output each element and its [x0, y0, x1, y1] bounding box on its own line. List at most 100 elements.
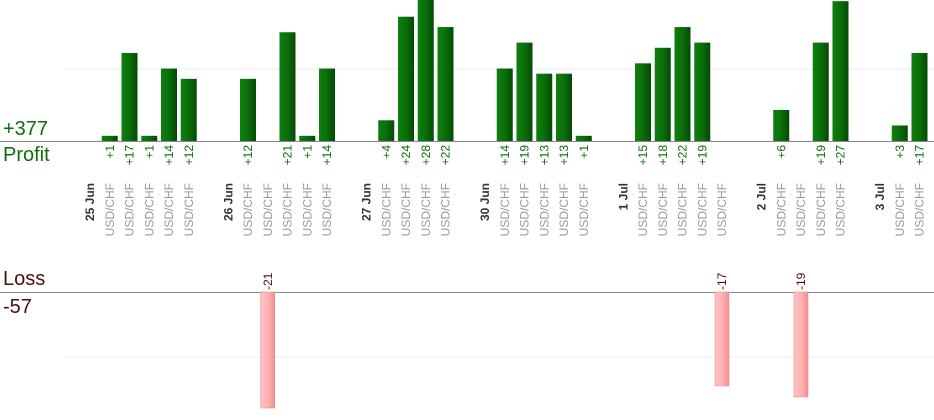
date-label: 27 Jun [360, 183, 374, 221]
profit-bar [417, 0, 434, 141]
profit-bar [378, 120, 395, 141]
profit-bar [832, 1, 849, 141]
profit-bar [121, 52, 138, 141]
profit-bar [654, 47, 671, 141]
profit-bar [674, 27, 691, 142]
date-label: 1 Jul [616, 183, 630, 210]
symbol-label: USD/CHF [162, 183, 176, 236]
loss-value-label: -17 [715, 272, 729, 290]
profit-bar [240, 78, 256, 141]
profit-value-label: +28 [419, 145, 433, 166]
profit-bar [161, 68, 177, 141]
symbol-label: USD/CHF [774, 183, 788, 236]
profit-bar [437, 27, 454, 142]
symbol-label: USD/CHF [794, 183, 808, 236]
symbol-label: USD/CHF [814, 183, 828, 236]
symbol-label: USD/CHF [498, 183, 512, 236]
profit-value-label: +12 [241, 145, 255, 166]
symbol-label: USD/CHF [123, 183, 137, 236]
profit-value-label: +14 [162, 145, 176, 166]
profit-value-label: +1 [300, 145, 314, 159]
symbol-label: USD/CHF [518, 183, 532, 236]
symbol-label: USD/CHF [636, 183, 650, 236]
symbol-label: USD/CHF [300, 183, 314, 236]
symbol-label: USD/CHF [439, 183, 453, 236]
profit-value-label: +27 [834, 145, 848, 166]
symbol-label: USD/CHF [142, 183, 156, 236]
symbol-label: USD/CHF [241, 183, 255, 236]
profit-bar [575, 135, 592, 141]
loss-total: -57 [3, 296, 32, 318]
date-label: 26 Jun [221, 183, 235, 221]
symbol-label: USD/CHF [893, 183, 907, 236]
profit-value-label: +1 [103, 145, 117, 159]
profit-total: +377 [3, 118, 49, 140]
profit-bar [516, 42, 533, 141]
profit-bar [141, 135, 158, 141]
profit-value-label: +14 [320, 145, 334, 166]
loss-value-label: -21 [261, 272, 275, 290]
symbol-label: USD/CHF [537, 183, 551, 236]
profit-bar [299, 135, 316, 141]
profit-value-label: +21 [281, 145, 295, 166]
symbol-label: USD/CHF [182, 183, 196, 236]
date-label: 3 Jul [873, 183, 887, 210]
profit-value-label: +12 [182, 145, 196, 166]
symbol-label: USD/CHF [103, 183, 117, 236]
profit-bar [694, 42, 711, 141]
profit-label: Profit [3, 144, 50, 166]
symbol-label: USD/CHF [320, 183, 334, 236]
symbol-label: USD/CHF [261, 183, 275, 236]
profit-bar [635, 63, 651, 142]
profit-value-label: +1 [142, 145, 156, 159]
profit-bar [319, 68, 335, 141]
profit-bar [398, 16, 414, 141]
profit-value-label: +17 [123, 145, 137, 166]
symbol-label: USD/CHF [834, 183, 848, 236]
loss-bar [260, 291, 276, 409]
profit-value-label: +13 [557, 145, 571, 166]
profit-value-label: +18 [656, 145, 670, 166]
profit-value-label: +17 [913, 145, 927, 166]
profit-value-label: +1 [577, 145, 591, 159]
profit-value-label: +24 [399, 145, 413, 166]
profit-value-label: +13 [537, 145, 551, 166]
profit-value-label: +22 [439, 145, 453, 166]
loss-bar [714, 291, 730, 387]
profit-value-label: +19 [518, 145, 532, 166]
profit-value-label: +14 [498, 145, 512, 166]
profit-value-label: +6 [774, 145, 788, 159]
profit-bar [536, 73, 553, 141]
loss-bar [793, 291, 809, 398]
symbol-label: USD/CHF [913, 183, 927, 236]
symbol-label: USD/CHF [577, 183, 591, 236]
symbol-label: USD/CHF [715, 183, 729, 236]
profit-value-label: +19 [695, 145, 709, 166]
profit-bar [556, 73, 572, 141]
loss-value-label: -19 [794, 272, 808, 290]
date-label: 2 Jul [755, 183, 769, 210]
symbol-label: USD/CHF [399, 183, 413, 236]
profit-bar [279, 32, 296, 141]
symbol-label: USD/CHF [419, 183, 433, 236]
profit-value-label: +19 [814, 145, 828, 166]
symbol-label: USD/CHF [557, 183, 571, 236]
profit-bar [180, 78, 197, 141]
profit-bar [812, 42, 829, 141]
symbol-label: USD/CHF [656, 183, 670, 236]
profit-value-label: +4 [379, 145, 393, 159]
profit-bar [101, 135, 118, 141]
symbol-label: USD/CHF [695, 183, 709, 236]
profit-bar [911, 52, 928, 141]
symbol-label: USD/CHF [379, 183, 393, 236]
profit-bar [891, 125, 908, 141]
profit-bar [773, 109, 790, 141]
profit-bar [496, 68, 513, 141]
profit-value-label: +3 [893, 145, 907, 159]
profit-value-label: +15 [636, 145, 650, 166]
date-label: 25 Jun [83, 183, 97, 221]
symbol-label: USD/CHF [281, 183, 295, 236]
loss-label: Loss [3, 268, 46, 290]
